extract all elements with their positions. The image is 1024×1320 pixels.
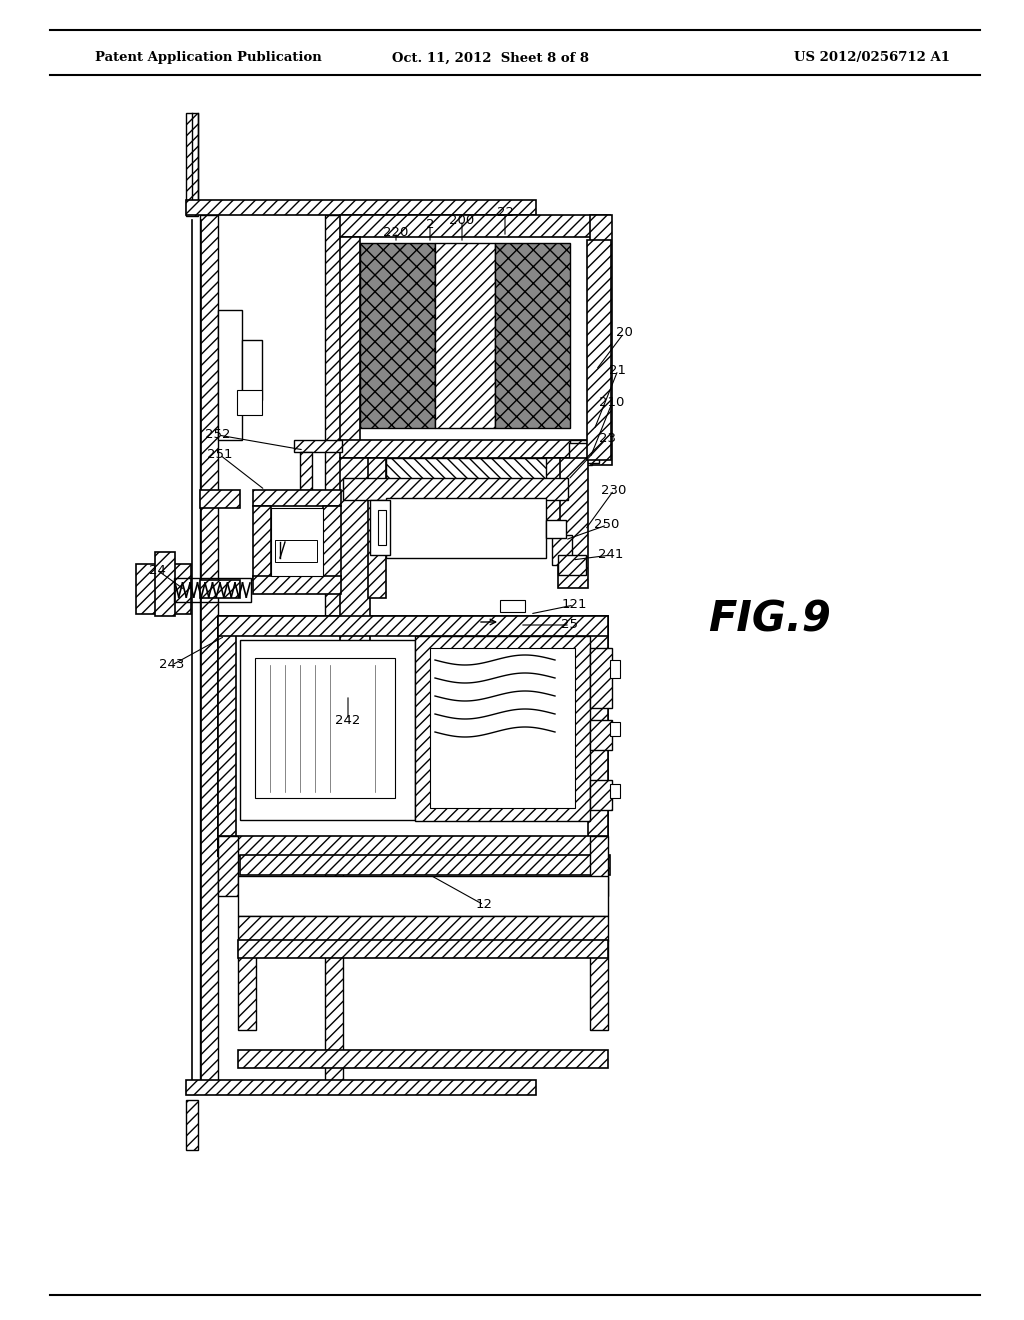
Bar [386, 458, 546, 483]
Bar [242, 341, 262, 400]
Bar [590, 836, 608, 896]
Bar [386, 498, 546, 558]
Bar [370, 500, 390, 554]
Text: Patent Application Publication: Patent Application Publication [95, 51, 322, 65]
Bar [610, 722, 620, 737]
Bar [340, 238, 360, 445]
Bar [590, 940, 608, 1030]
Bar [590, 719, 612, 750]
Bar [569, 444, 599, 463]
Text: 241: 241 [598, 549, 624, 561]
Bar [238, 916, 608, 941]
Text: 25: 25 [561, 619, 579, 631]
Bar [186, 201, 536, 215]
Bar [300, 451, 312, 490]
Text: 243: 243 [160, 659, 184, 672]
Bar [186, 114, 198, 209]
Bar [186, 1086, 198, 1094]
Bar [237, 389, 262, 414]
Bar [240, 640, 415, 820]
Bar [136, 564, 191, 614]
Text: 220: 220 [383, 226, 409, 239]
Bar [186, 209, 198, 216]
Bar [275, 540, 317, 562]
Bar [495, 243, 570, 428]
Text: 22: 22 [497, 206, 513, 219]
Bar [360, 243, 435, 428]
Bar [558, 458, 588, 587]
Bar [435, 243, 495, 428]
Bar [238, 940, 256, 1030]
Bar [610, 660, 620, 678]
Bar [343, 478, 568, 500]
Bar [238, 940, 608, 958]
Bar [415, 636, 590, 821]
Bar [200, 215, 218, 1082]
Bar [155, 552, 175, 616]
Bar [186, 1080, 536, 1096]
Bar [255, 657, 395, 799]
Bar [238, 1049, 608, 1068]
Text: 21: 21 [609, 363, 627, 376]
Text: 230: 230 [601, 483, 627, 496]
Bar [218, 836, 238, 896]
Bar [218, 836, 608, 855]
Text: 251: 251 [207, 449, 232, 462]
Text: 24: 24 [148, 564, 166, 577]
Text: US 2012/0256712 A1: US 2012/0256712 A1 [794, 51, 950, 65]
Bar [200, 579, 240, 598]
Bar [253, 506, 271, 579]
Bar [590, 648, 612, 708]
Bar [340, 440, 610, 458]
Text: 200: 200 [450, 214, 475, 227]
Bar [590, 215, 612, 465]
Text: FIG.9: FIG.9 [709, 599, 831, 642]
Bar [340, 215, 610, 238]
Bar [218, 310, 242, 440]
Bar [200, 490, 240, 508]
Bar [294, 440, 342, 451]
Bar [500, 601, 525, 612]
Bar [546, 520, 566, 539]
Bar [590, 780, 612, 810]
Text: 2: 2 [426, 219, 434, 231]
Bar [240, 855, 610, 875]
Bar [271, 508, 323, 576]
Text: 250: 250 [594, 519, 620, 532]
Bar [218, 616, 608, 636]
Bar [218, 616, 236, 855]
Bar [430, 648, 575, 808]
Bar [542, 458, 560, 539]
Text: Oct. 11, 2012  Sheet 8 of 8: Oct. 11, 2012 Sheet 8 of 8 [391, 51, 589, 65]
Text: 121: 121 [561, 598, 587, 611]
Bar [587, 240, 611, 459]
Bar [610, 784, 620, 799]
Bar [570, 440, 592, 465]
Bar [174, 578, 251, 602]
Bar [253, 490, 341, 506]
Bar [325, 215, 343, 1082]
Text: 210: 210 [599, 396, 625, 409]
Bar [340, 458, 370, 680]
Bar [552, 535, 572, 565]
Bar [238, 876, 608, 916]
Text: 252: 252 [205, 429, 230, 441]
Bar [588, 616, 608, 855]
Bar [378, 510, 386, 545]
Text: 20: 20 [615, 326, 633, 339]
Bar [323, 506, 341, 579]
Bar [368, 458, 386, 598]
Bar [253, 576, 341, 594]
Bar [218, 616, 608, 855]
Text: 23: 23 [598, 432, 615, 445]
Text: 12: 12 [475, 899, 493, 912]
Bar [186, 1100, 198, 1150]
Bar [558, 554, 586, 576]
Text: 242: 242 [335, 714, 360, 726]
